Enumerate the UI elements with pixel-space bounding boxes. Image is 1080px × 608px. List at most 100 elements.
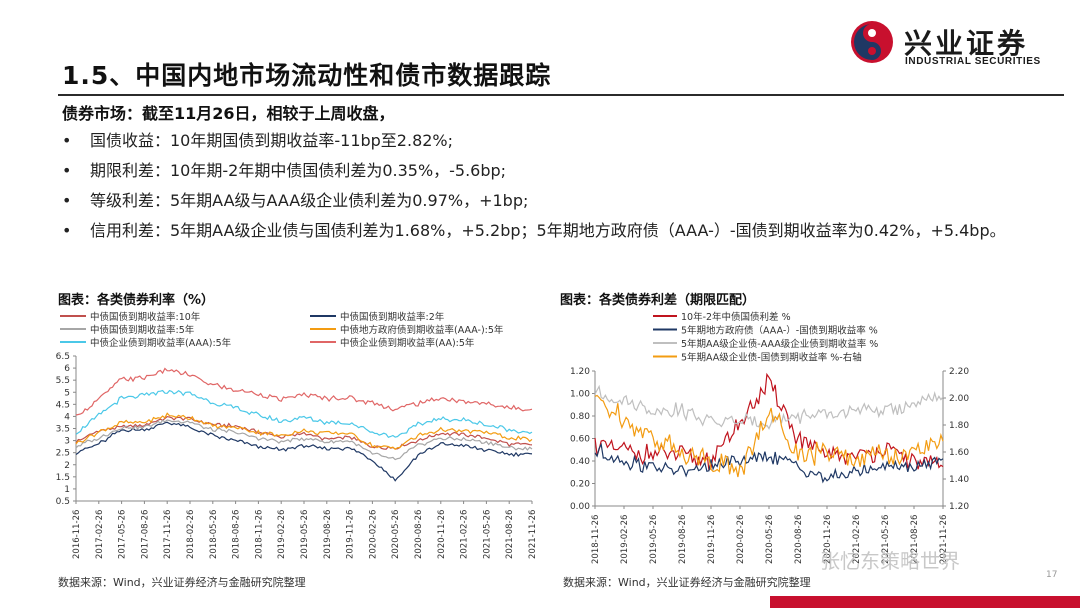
- legend-label: 中债国债到期收益率:5年: [90, 324, 195, 336]
- x-tick-label: 2017-11-26: [163, 510, 173, 559]
- series-line: [75, 421, 533, 482]
- x-tick-label: 2019-08-26: [678, 515, 688, 564]
- logo-text-en: INDUSTRIAL SECURITIES: [905, 56, 1041, 67]
- y-tick-label: 0.40: [570, 457, 590, 467]
- logo-mark-icon: [851, 21, 893, 63]
- y-tick-label: 6: [64, 364, 70, 374]
- summary-bullets: • 国债收益：10年期国债到期收益率-11bp至2.82%; • 期限利差：10年期…: [62, 126, 1022, 246]
- y-tick-label: 6.5: [56, 352, 70, 362]
- legend-label: 中债地方政府债到期收益率(AAA-):5年: [340, 324, 504, 336]
- x-tick-label: 2020-05-26: [391, 510, 401, 559]
- bullet-dot-icon: •: [62, 221, 72, 240]
- y-tick-label: 2: [64, 461, 70, 471]
- page-number: 17: [1046, 570, 1058, 580]
- bullet-dot-icon: •: [62, 161, 72, 180]
- x-tick-label: 2019-05-26: [649, 515, 659, 564]
- x-tick-label: 2020-02-26: [368, 510, 378, 559]
- y-tick-label: 0.80: [570, 412, 590, 422]
- x-tick-label: 2018-02-26: [186, 510, 196, 559]
- x-tick-label: 2021-11-26: [528, 510, 538, 559]
- legend-label: 中债企业债到期收益率(AA):5年: [340, 337, 475, 349]
- x-tick-label: 2017-02-26: [95, 510, 105, 559]
- y-tick-label: 0.60: [570, 435, 590, 445]
- x-tick-label: 2019-02-26: [620, 515, 630, 564]
- x-tick-label: 2021-08-26: [910, 515, 920, 564]
- page-title: 1.5、中国内地市场流动性和债市数据跟踪: [62, 61, 552, 90]
- x-tick-label: 2021-11-26: [939, 515, 949, 564]
- x-tick-label: 2021-02-26: [852, 515, 862, 564]
- legend-label: 5年期地方政府债（AAA-）-国债到期收益率 %: [681, 325, 878, 337]
- x-tick-label: 2018-08-26: [232, 510, 242, 559]
- x-tick-label: 2021-05-26: [881, 515, 891, 564]
- logo-text-cn: 兴业证券: [904, 27, 1029, 60]
- legend-label: 中债国债到期收益率:10年: [90, 311, 201, 323]
- y-tick-label: 0.5: [56, 497, 70, 507]
- x-tick-label: 2017-08-26: [140, 510, 150, 559]
- x-tick-label: 2019-11-26: [707, 515, 717, 564]
- legend-label: 10年-2年中债国债利差 %: [681, 311, 791, 323]
- summary-lead: 债券市场：截至11月26日，相较于上周收盘，: [62, 104, 395, 123]
- x-tick-label: 2021-08-26: [505, 510, 515, 559]
- legend-label: 5年期AA级企业债-国债到期收益率 %-右轴: [681, 352, 862, 364]
- x-tick-label: 2020-11-26: [437, 510, 447, 559]
- bullet-dot-icon: •: [62, 191, 72, 210]
- x-tick-label: 2019-05-26: [300, 510, 310, 559]
- x-tick-label: 2020-08-26: [414, 510, 424, 559]
- y-tick-label-right: 1.60: [949, 448, 969, 458]
- x-tick-label: 2020-11-26: [823, 515, 833, 564]
- y-tick-label: 0.00: [570, 502, 590, 512]
- y-tick-label: 3.5: [56, 425, 70, 435]
- legend-label: 中债国债到期收益率:2年: [340, 311, 445, 323]
- y-tick-label: 5: [64, 388, 70, 398]
- series-line: [75, 367, 533, 416]
- y-tick-label-right: 1.80: [949, 421, 969, 431]
- series-line: [75, 419, 533, 461]
- bullet-item: • 国债收益：10年期国债到期收益率-11bp至2.82%;: [62, 126, 1022, 156]
- y-tick-label: 1.20: [570, 367, 590, 377]
- series-line: [594, 384, 944, 430]
- left-chart-source: 数据来源：Wind，兴业证券经济与金融研究院整理: [58, 576, 306, 589]
- right-chart-source: 数据来源：Wind，兴业证券经济与金融研究院整理: [563, 576, 811, 589]
- bullet-text: 国债收益：10年期国债到期收益率-11bp至2.82%;: [90, 131, 454, 150]
- bullet-item: • 等级利差：5年期AA级与AAA级企业债利差为0.97%，+1bp;: [62, 186, 1022, 216]
- x-tick-label: 2016-11-26: [72, 510, 82, 559]
- bullet-item: • 期限利差：10年期-2年期中债国债利差为0.35%，-5.6bp;: [62, 156, 1022, 186]
- bullet-text: 期限利差：10年期-2年期中债国债利差为0.35%，-5.6bp;: [90, 161, 507, 180]
- footer-accent-bar: [770, 596, 1080, 608]
- y-tick-label: 1: [64, 485, 70, 495]
- y-tick-label: 5.5: [56, 376, 70, 386]
- bullet-dot-icon: •: [62, 131, 72, 150]
- y-tick-label: 2.5: [56, 449, 70, 459]
- x-tick-label: 2021-02-26: [460, 510, 470, 559]
- y-tick-label-right: 2.20: [949, 367, 969, 377]
- x-tick-label: 2018-05-26: [209, 510, 219, 559]
- series-line: [594, 372, 944, 472]
- legend-label: 中债企业债到期收益率(AAA):5年: [90, 337, 232, 349]
- x-tick-label: 2019-02-26: [277, 510, 287, 559]
- x-tick-label: 2017-05-26: [118, 510, 128, 559]
- bullet-item: • 信用利差：5年期AA级企业债与国债利差为1.68%，+5.2bp；5年期地方政…: [62, 216, 1022, 246]
- y-tick-label: 1.00: [570, 390, 590, 400]
- y-tick-label-right: 2.00: [949, 394, 969, 404]
- y-tick-label: 3: [64, 437, 70, 447]
- bullet-text: 信用利差：5年期AA级企业债与国债利差为1.68%，+5.2bp；5年期地方政府…: [90, 221, 1006, 240]
- x-tick-label: 2020-08-26: [794, 515, 804, 564]
- series-line: [75, 415, 533, 450]
- x-tick-label: 2019-08-26: [323, 510, 333, 559]
- legend-label: 5年期AA级企业债-AAA级企业债到期收益率 %: [681, 338, 878, 350]
- bond-spread-chart: 10年-2年中债国债利差 %5年期地方政府债（AAA-）-国债到期收益率 %5年…: [570, 311, 969, 564]
- x-tick-label: 2018-11-26: [591, 515, 601, 564]
- left-chart-title: 图表：各类债券利率（%）: [58, 293, 215, 308]
- y-tick-label-right: 1.20: [949, 502, 969, 512]
- x-tick-label: 2020-05-26: [765, 515, 775, 564]
- y-tick-label: 1.5: [56, 473, 70, 483]
- x-tick-label: 2020-02-26: [736, 515, 746, 564]
- series-line: [594, 394, 944, 478]
- company-logo: 兴业证券 INDUSTRIAL SECURITIES: [850, 18, 1065, 68]
- x-tick-label: 2019-11-26: [346, 510, 356, 559]
- y-tick-label-right: 1.40: [949, 475, 969, 485]
- y-tick-label: 0.20: [570, 480, 590, 490]
- x-tick-label: 2021-05-26: [482, 510, 492, 559]
- y-tick-label: 4.5: [56, 400, 70, 410]
